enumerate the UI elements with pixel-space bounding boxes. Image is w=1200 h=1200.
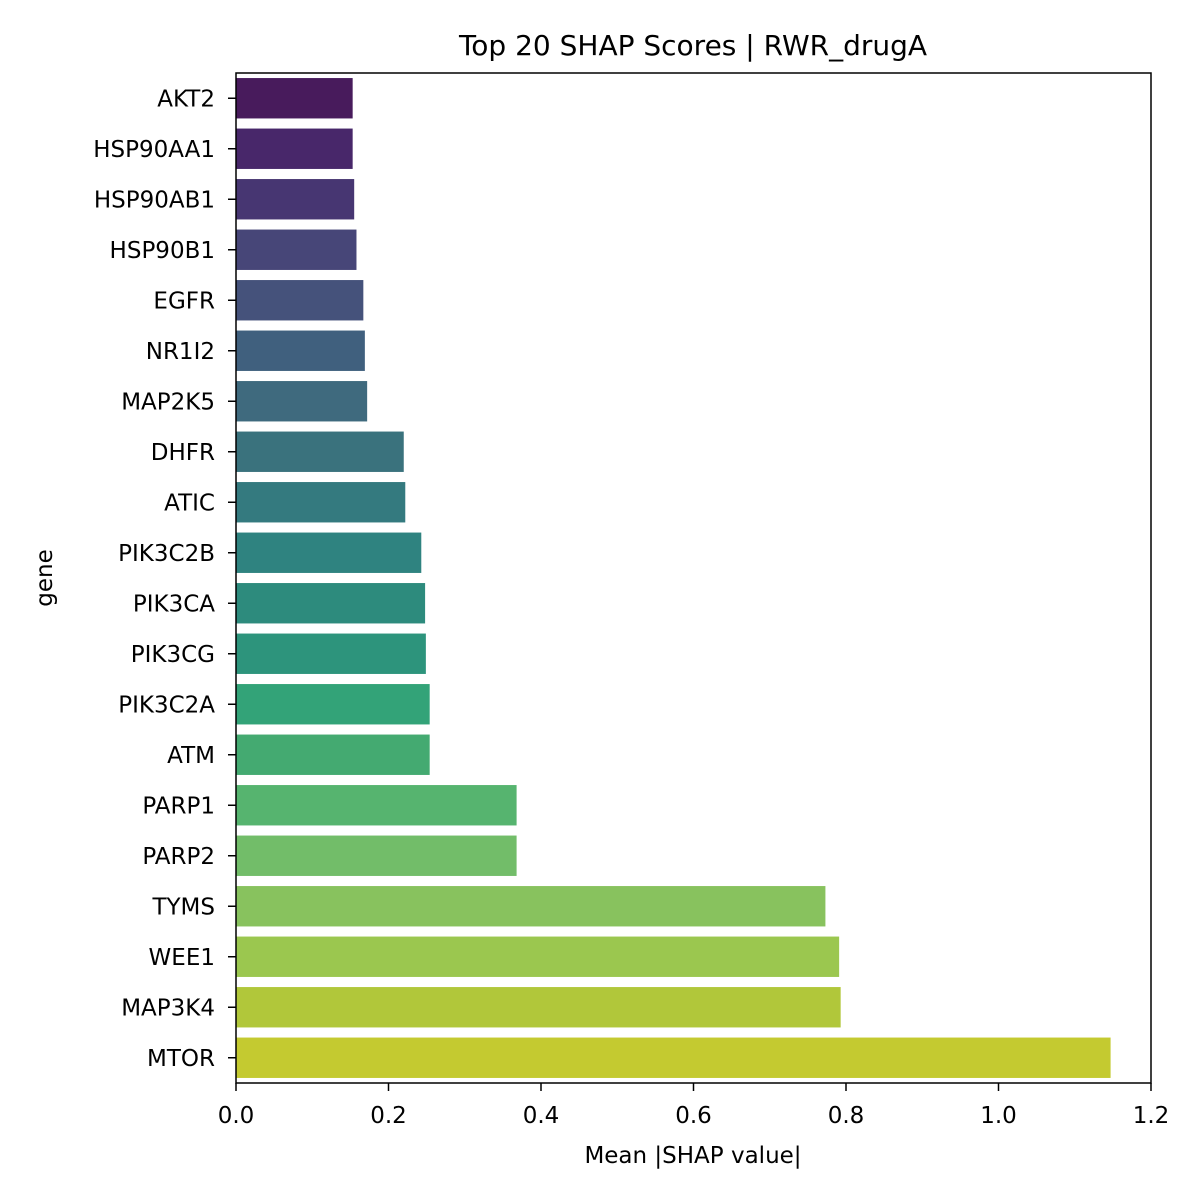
bar-hsp90aa1 — [236, 128, 353, 169]
y-tick-label: WEE1 — [149, 945, 215, 971]
y-axis: AKT2 HSP90AA1 HSP90AB1 HSP90B1 EGFR NR1I2 MAP2… — [93, 86, 236, 1072]
x-tick-label: 0.4 — [523, 1103, 560, 1129]
y-tick-label: EGFR — [153, 288, 215, 314]
x-axis-title: Mean |SHAP value| — [584, 1143, 801, 1169]
y-tick-label: PARP1 — [142, 793, 215, 819]
bar-hsp90b1 — [236, 229, 357, 270]
y-tick-label: PIK3C2B — [118, 541, 215, 567]
y-tick-label: PIK3CA — [133, 591, 215, 617]
y-tick-label: MTOR — [147, 1046, 215, 1072]
bar-akt2 — [236, 78, 353, 119]
bar-parp2 — [236, 835, 517, 876]
bar-hsp90ab1 — [236, 179, 355, 220]
y-tick-label: PARP2 — [142, 844, 215, 870]
bar-mtor — [236, 1037, 1111, 1078]
x-tick-label: 1.0 — [980, 1103, 1017, 1129]
x-tick-label: 0.2 — [370, 1103, 407, 1129]
bar-wee1 — [236, 936, 840, 977]
bar-dhfr — [236, 431, 404, 472]
bar-atic — [236, 482, 406, 523]
y-tick-label: HSP90AB1 — [94, 187, 215, 213]
x-tick-label: 0.6 — [675, 1103, 712, 1129]
y-tick-label: PIK3CG — [131, 642, 215, 668]
bar-nr1i2 — [236, 330, 365, 371]
bar-pik3cg — [236, 633, 426, 674]
bar-tyms — [236, 886, 826, 927]
y-tick-label: HSP90AA1 — [93, 137, 215, 163]
bar-map3k4 — [236, 987, 841, 1028]
bars-group — [236, 78, 1111, 1078]
y-tick-label: MAP3K4 — [121, 995, 215, 1021]
y-tick-label: PIK3C2A — [118, 692, 215, 718]
bar-egfr — [236, 280, 364, 321]
y-tick-label: NR1I2 — [146, 339, 215, 365]
x-axis: 0.0 0.2 0.4 0.6 0.8 1.0 1.2 — [218, 1083, 1170, 1129]
y-tick-label: TYMS — [151, 894, 215, 920]
chart-title: Top 20 SHAP Scores | RWR_drugA — [458, 29, 927, 62]
bar-pik3ca — [236, 583, 426, 624]
bar-pik3c2a — [236, 684, 430, 725]
y-tick-label: ATIC — [164, 490, 215, 516]
y-axis-title: gene — [32, 549, 58, 606]
y-tick-label: AKT2 — [157, 86, 215, 112]
x-tick-label: 0.8 — [828, 1103, 865, 1129]
x-tick-label: 0.0 — [218, 1103, 255, 1129]
bar-pik3c2b — [236, 532, 422, 573]
y-tick-label: HSP90B1 — [110, 238, 215, 264]
bar-parp1 — [236, 785, 517, 826]
y-tick-label: MAP2K5 — [121, 389, 215, 415]
y-tick-label: ATM — [167, 743, 215, 769]
x-tick-label: 1.2 — [1133, 1103, 1170, 1129]
bar-map2k5 — [236, 381, 368, 422]
bar-atm — [236, 734, 430, 775]
y-tick-label: DHFR — [151, 440, 215, 466]
